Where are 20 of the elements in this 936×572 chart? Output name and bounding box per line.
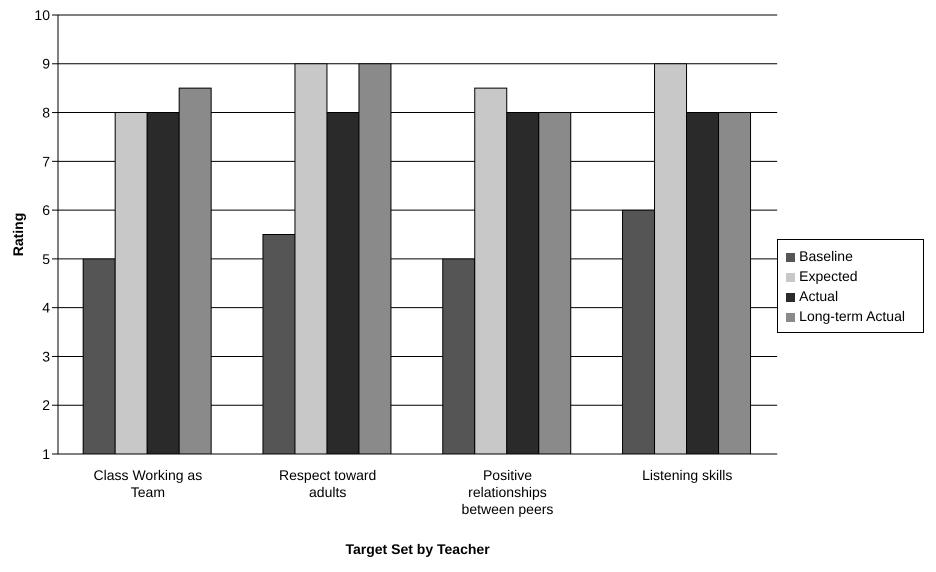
x-tick-label: Listening skills: [642, 467, 732, 483]
y-tick-label: 9: [42, 56, 50, 72]
y-tick-label: 4: [42, 300, 50, 316]
y-tick-label: 2: [42, 397, 50, 414]
y-tick-label: 5: [42, 250, 50, 267]
legend-label: Expected: [799, 268, 858, 284]
y-tick-label: 6: [42, 202, 50, 218]
x-tick-label: Respect toward adults: [279, 467, 376, 500]
x-tick-label: Class Working as Team: [94, 467, 202, 500]
y-tick-label: 7: [42, 153, 50, 170]
y-tick-label: 8: [42, 104, 50, 121]
x-axis-title: Target Set by Teacher: [345, 541, 490, 557]
y-tick-label: 1: [42, 446, 50, 462]
legend-label: Actual: [799, 288, 838, 304]
legend-label: Long-term Actual: [799, 308, 905, 324]
y-axis-title: Rating: [10, 212, 26, 256]
y-tick-label: 3: [42, 348, 50, 364]
legend-label: Baseline: [799, 248, 853, 264]
y-tick-label: 10: [34, 6, 50, 23]
x-tick-label: Positive relationships between peers: [462, 467, 554, 517]
